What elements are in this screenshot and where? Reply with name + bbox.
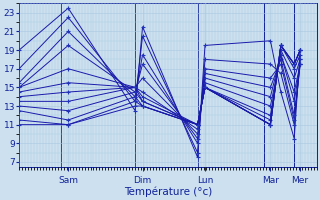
X-axis label: Température (°c): Température (°c) [124,186,212,197]
